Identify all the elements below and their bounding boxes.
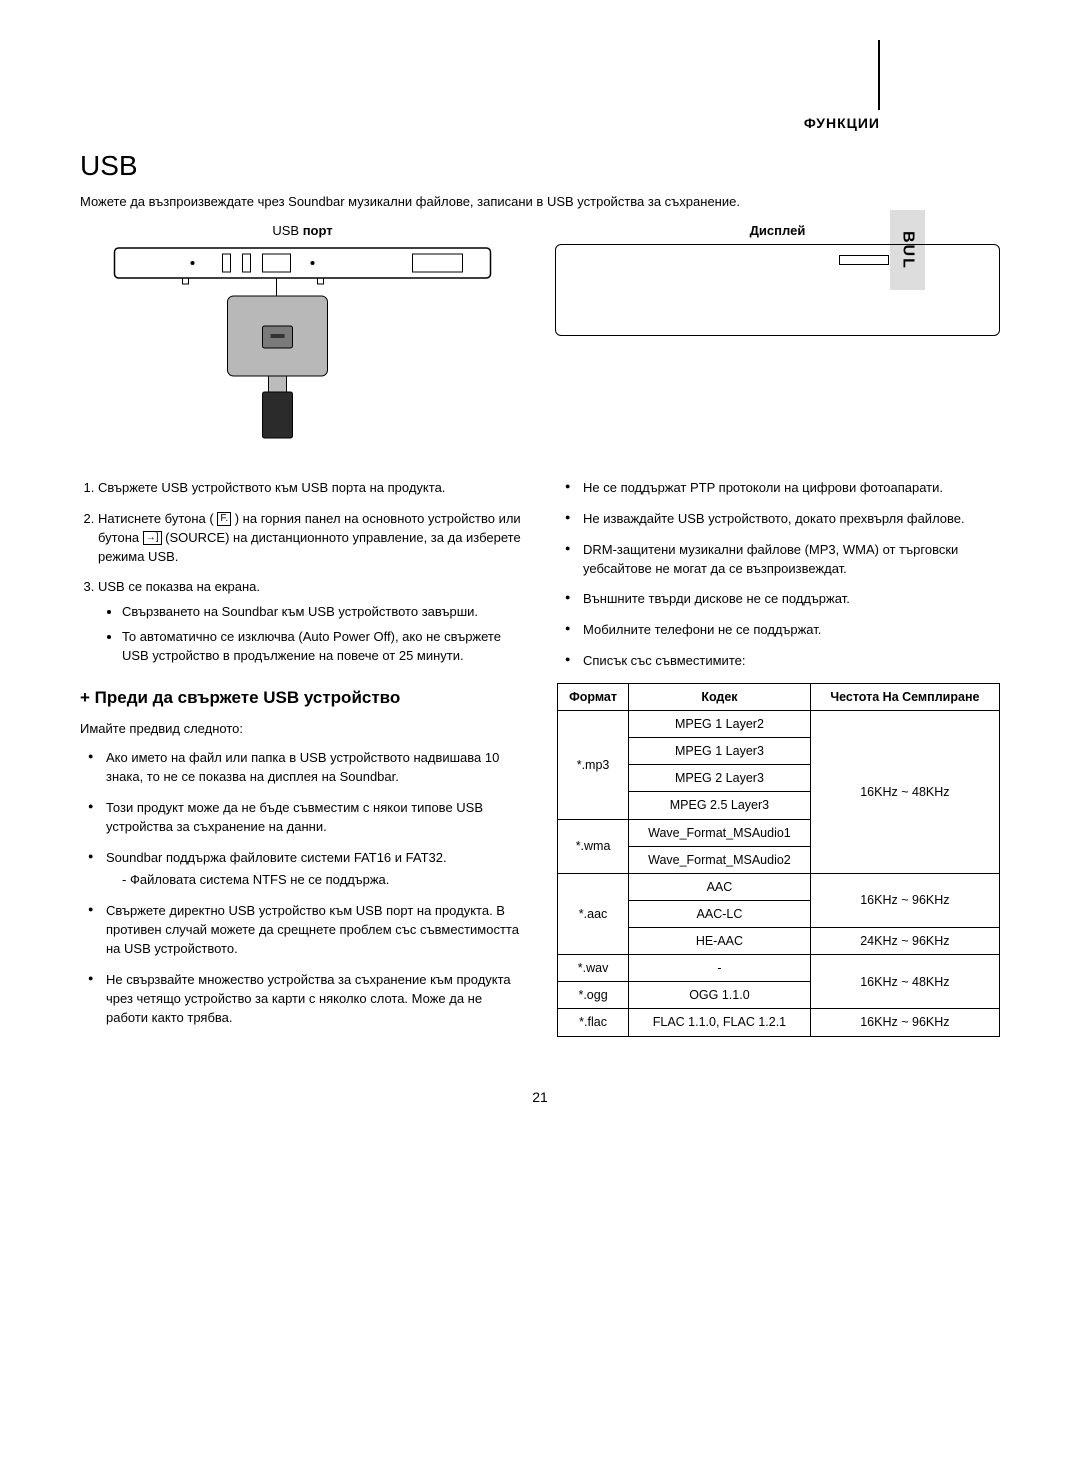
usb-port-label: USB порт [80, 223, 525, 238]
step2-a: Натиснете бутона ( [98, 511, 217, 526]
page-number: 21 [80, 1089, 1000, 1105]
codec-cell: HE-AAC [629, 928, 811, 955]
codec-cell: - [629, 955, 811, 982]
subheading: Преди да свържете USB устройство [80, 686, 523, 711]
left-column: Свържете USB устройството към USB порта … [80, 479, 523, 1039]
display-figure: Дисплей [555, 223, 1000, 449]
step2-c: (SOURCE) на дистанционното управление, з… [98, 530, 521, 564]
codec-cell: MPEG 2 Layer3 [629, 765, 811, 792]
right-column: Не се поддържат PTP протоколи на цифрови… [557, 479, 1000, 1039]
codec-cell: MPEG 1 Layer2 [629, 711, 811, 738]
codec-cell: OGG 1.1.0 [629, 982, 811, 1009]
rate-cell-3: 24KHz ~ 96KHz [810, 928, 999, 955]
step-2: Натиснете бутона ( F. ) на горния панел … [98, 510, 523, 567]
rb3: DRM-защитени музикални файлове (MP3, WMA… [571, 541, 1000, 579]
lb1: Ако името на файл или папка в USB устрой… [94, 749, 523, 787]
codec-cell: AAC [629, 873, 811, 900]
header-rule [878, 40, 880, 110]
step3-sublist: Свързването на Soundbar към USB устройст… [98, 603, 523, 666]
codec-cell: Wave_Format_MSAudio2 [629, 846, 811, 873]
th-codec: Кодек [629, 683, 811, 710]
lb5: Не свързвайте множество устройства за съ… [94, 971, 523, 1028]
rate-cell-1: 16KHz ~ 48KHz [810, 711, 999, 874]
th-format: Формат [558, 683, 629, 710]
fmt-wma: *.wma [558, 819, 629, 873]
note-intro: Имайте предвид следното: [80, 720, 523, 739]
table-row: *.mp3 MPEG 1 Layer2 16KHz ~ 48KHz [558, 711, 1000, 738]
lb4: Свържете директно USB устройство към USB… [94, 902, 523, 959]
lb3-dash: Файловата система NTFS не се поддържа. [106, 871, 523, 890]
intro-text: Можете да възпроизвеждате чрез Soundbar … [80, 194, 1000, 209]
display-label: Дисплей [555, 223, 1000, 238]
display-label-text: Дисплей [750, 223, 806, 238]
step-3: USB се показва на екрана. Свързването на… [98, 578, 523, 665]
lb2: Този продукт може да не бъде съвместим с… [94, 799, 523, 837]
step3-sub1: Свързването на Soundbar към USB устройст… [122, 603, 523, 622]
fmt-aac: *.aac [558, 873, 629, 954]
codec-cell: MPEG 2.5 Layer3 [629, 792, 811, 819]
rb1: Не се поддържат PTP протоколи на цифрови… [571, 479, 1000, 498]
step-1: Свържете USB устройството към USB порта … [98, 479, 523, 498]
display-box [555, 244, 1000, 336]
table-row: *.wav - 16KHz ~ 48KHz [558, 955, 1000, 982]
codec-cell: MPEG 1 Layer3 [629, 738, 811, 765]
codec-cell: Wave_Format_MSAudio1 [629, 819, 811, 846]
th-rate: Честота На Семплиране [810, 683, 999, 710]
steps-list: Свържете USB устройството към USB порта … [80, 479, 523, 666]
rb5: Мобилните телефони не се поддържат. [571, 621, 1000, 640]
step3-text: USB се показва на екрана. [98, 579, 260, 594]
fmt-ogg: *.ogg [558, 982, 629, 1009]
fmt-mp3: *.mp3 [558, 711, 629, 820]
right-bullets: Не се поддържат PTP протоколи на цифрови… [557, 479, 1000, 671]
codec-cell: FLAC 1.1.0, FLAC 1.2.1 [629, 1009, 811, 1036]
section-label: ФУНКЦИИ [804, 115, 880, 131]
soundbar-illustration [80, 244, 525, 444]
step3-sub2: То автоматично се изключва (Auto Power O… [122, 628, 523, 666]
usb-port-figure: USB порт [80, 223, 525, 449]
page-title: USB [80, 150, 1000, 182]
lb3-dash1: Файловата система NTFS не се поддържа. [122, 871, 523, 890]
rb4: Външните твърди дискове не се поддържат. [571, 590, 1000, 609]
fmt-flac: *.flac [558, 1009, 629, 1036]
rb2: Не изваждайте USB устройството, докато п… [571, 510, 1000, 529]
table-row: *.flac FLAC 1.1.0, FLAC 1.2.1 16KHz ~ 96… [558, 1009, 1000, 1036]
rate-cell-5: 16KHz ~ 96KHz [810, 1009, 999, 1036]
usb-label-bold: порт [303, 223, 333, 238]
table-row: *.aac AAC 16KHz ~ 96KHz [558, 873, 1000, 900]
lb3: Soundbar поддържа файловите системи FAT1… [94, 849, 523, 891]
compat-table: Формат Кодек Честота На Семплиране *.mp3… [557, 683, 1000, 1037]
left-bullets: Ако името на файл или папка в USB устрой… [80, 749, 523, 1027]
codec-cell: AAC-LC [629, 900, 811, 927]
table-header-row: Формат Кодек Честота На Семплиране [558, 683, 1000, 710]
source-icon: →] [143, 531, 162, 545]
rate-cell-2: 16KHz ~ 96KHz [810, 873, 999, 927]
rb6: Списък със съвместимите: [571, 652, 1000, 671]
lb3-text: Soundbar поддържа файловите системи FAT1… [106, 850, 447, 865]
function-icon: F. [217, 512, 231, 526]
fmt-wav: *.wav [558, 955, 629, 982]
display-inner-rect [839, 255, 889, 265]
rate-cell-4: 16KHz ~ 48KHz [810, 955, 999, 1009]
usb-label-plain: USB [272, 223, 302, 238]
